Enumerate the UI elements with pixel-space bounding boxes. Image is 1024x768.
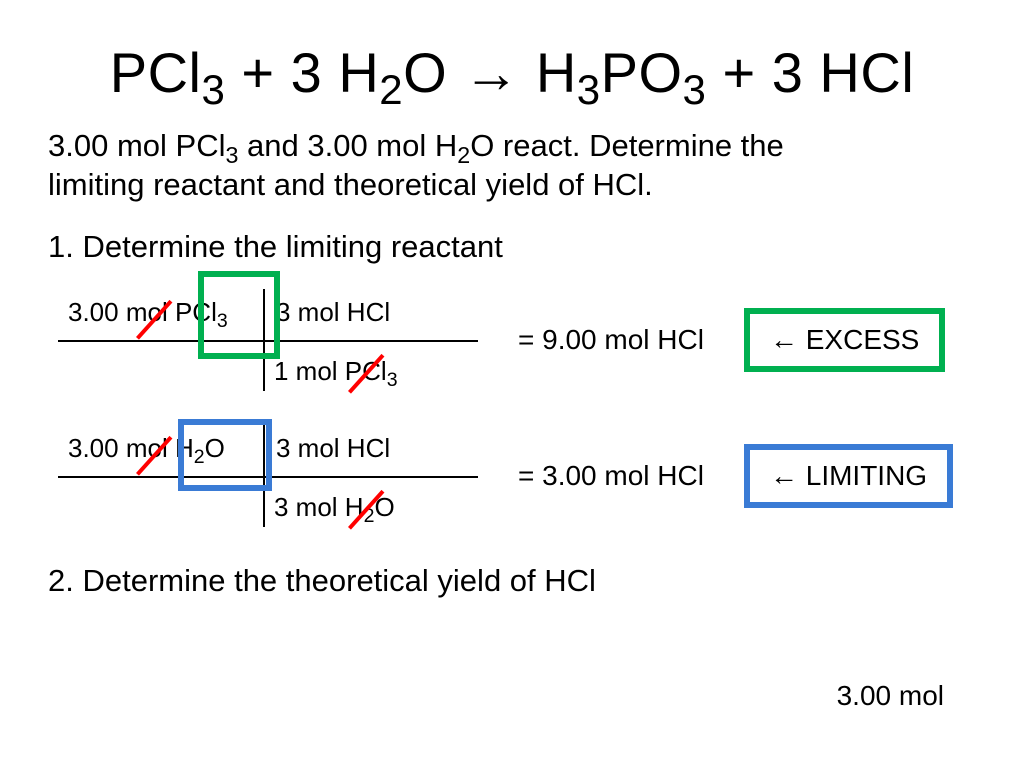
slide: PCl3 + 3 H2O → H3PO3 + 3 HCl 3.00 mol PC… <box>0 0 1024 768</box>
subscript: 3 <box>577 66 601 113</box>
step-1-heading: 1. Determine the limiting reactant <box>48 229 976 265</box>
text: 3.00 mol PCl <box>48 128 225 163</box>
eq-part: + 3 H <box>225 41 379 104</box>
calc-row-pcl3: 3.00 mol PCl3 3 mol HCl 1 mol PCl3 = 9.0… <box>48 285 976 395</box>
eq-part: + 3 HCl <box>706 41 914 104</box>
limiting-tag: ← LIMITING <box>744 444 953 508</box>
text: O react. Determine the <box>470 128 784 163</box>
eq-part: PO <box>601 41 683 104</box>
subscript: 3 <box>683 66 707 113</box>
calc-row-h2o: 3.00 mol H2O 3 mol HCl 3 mol H2O = 3.00 … <box>48 421 976 531</box>
text: 3 mol H <box>274 492 364 522</box>
step-2-heading: 2. Determine the theoretical yield of HC… <box>48 563 976 599</box>
subscript: 2 <box>457 142 470 168</box>
cell-top-right: 3 mol HCl <box>276 433 390 464</box>
eq-part: PCl <box>110 41 202 104</box>
subscript: 3 <box>201 66 225 113</box>
calc-result: = 3.00 mol HCl <box>518 460 704 492</box>
theoretical-yield-answer: 3.00 mol <box>837 680 944 712</box>
text: and 3.00 mol H <box>238 128 457 163</box>
dimensional-analysis-table: 3.00 mol H2O 3 mol HCl 3 mol H2O <box>48 421 478 531</box>
text: limiting reactant and theoretical yield … <box>48 167 653 202</box>
excess-tag: ← EXCESS <box>744 308 945 372</box>
eq-part: H <box>520 41 577 104</box>
highlight-box-excess <box>198 271 280 359</box>
highlight-box-limiting <box>178 419 272 491</box>
subscript: 2 <box>379 66 403 113</box>
dimensional-analysis-table: 3.00 mol PCl3 3 mol HCl 1 mol PCl3 <box>48 285 478 395</box>
calc-result: = 9.00 mol HCl <box>518 324 704 356</box>
subscript: 3 <box>225 142 238 168</box>
eq-part: O <box>403 41 463 104</box>
arrow-icon: → <box>463 41 520 104</box>
cell-top-right: 3 mol HCl <box>276 297 390 328</box>
chemical-equation: PCl3 + 3 H2O → H3PO3 + 3 HCl <box>48 40 976 105</box>
problem-statement: 3.00 mol PCl3 and 3.00 mol H2O react. De… <box>48 127 976 205</box>
